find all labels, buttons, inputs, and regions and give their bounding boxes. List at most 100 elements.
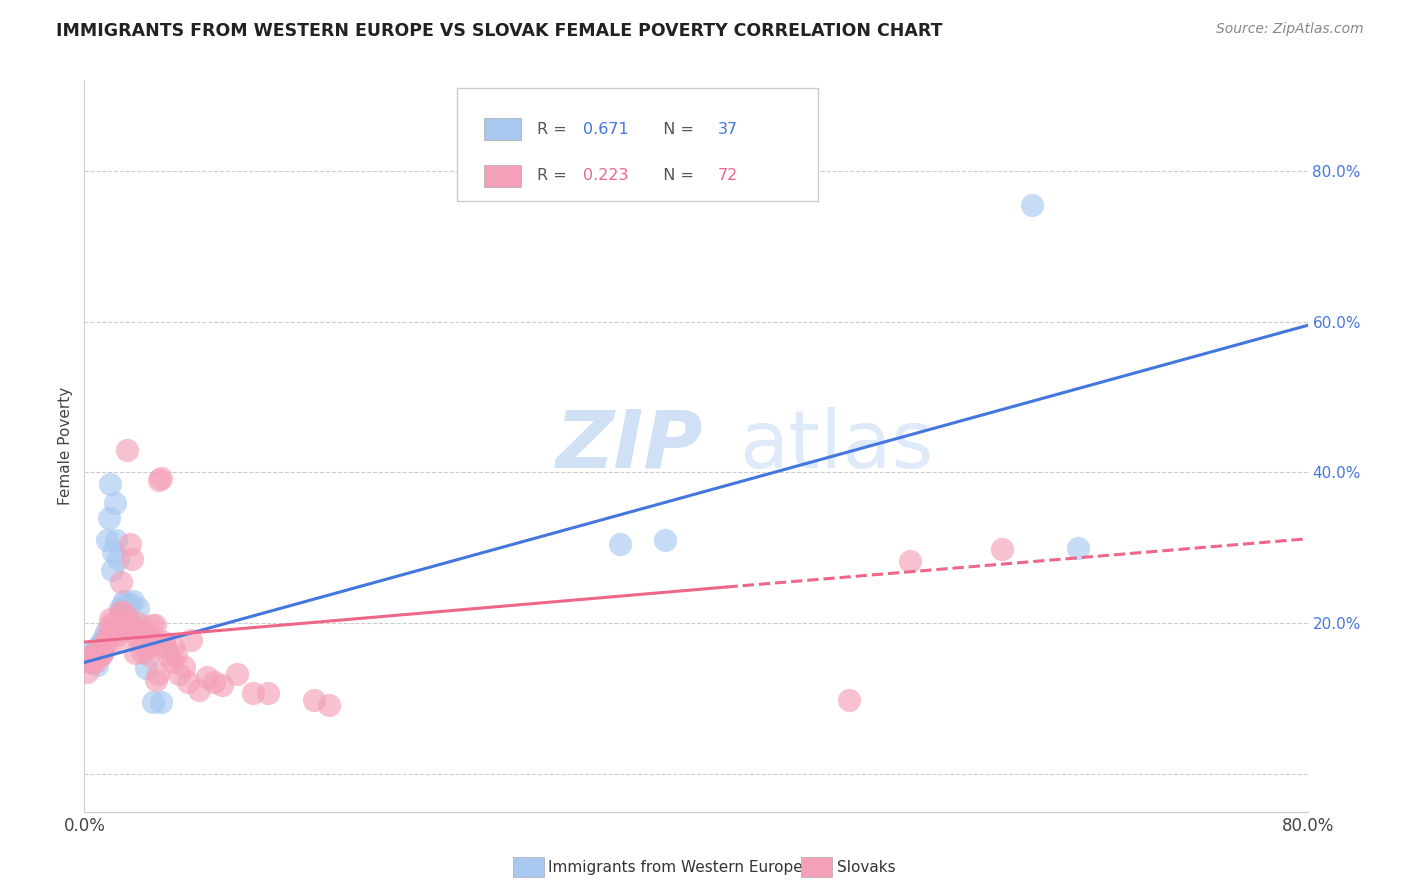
Point [141,617,163,632]
Text: IMMIGRANTS FROM WESTERN EUROPE VS SLOVAK FEMALE POVERTY CORRELATION CHART: IMMIGRANTS FROM WESTERN EUROPE VS SLOVAK… [56,22,943,40]
Point [115,601,138,615]
Point [97,620,120,634]
Point [173,660,195,674]
Point [180,632,202,647]
Point [153,635,176,649]
Point [80,648,103,662]
Text: 0.671: 0.671 [583,122,628,137]
Point [146,667,169,681]
Point [101,616,124,631]
Text: Immigrants from Western Europe: Immigrants from Western Europe [548,860,803,874]
Point [226,667,249,681]
Text: ZIP: ZIP [555,407,703,485]
FancyBboxPatch shape [484,119,522,140]
Point [94,625,117,640]
Point [302,693,325,707]
Point [111,598,134,612]
Point [86,650,108,665]
Point [1067,541,1090,555]
Point [114,605,136,619]
Point [838,693,860,707]
Point [105,632,128,647]
Point [110,574,132,589]
Point [122,593,145,607]
Point [125,627,148,641]
Point [103,544,125,558]
Point [93,639,115,653]
Point [257,685,280,699]
Point [91,645,114,659]
Point [108,601,131,615]
Point [77,656,100,670]
Text: 0.223: 0.223 [583,169,628,184]
Text: Source: ZipAtlas.com: Source: ZipAtlas.com [1216,22,1364,37]
Point [129,622,152,636]
Point [124,646,146,660]
Point [127,601,149,615]
Point [91,632,114,647]
Point [76,665,98,680]
Point [83,652,105,666]
Point [122,620,145,634]
Point [148,473,170,487]
Point [108,605,131,619]
Point [107,552,129,566]
Text: R =: R = [537,122,572,137]
Point [89,642,111,657]
Point [93,630,115,644]
FancyBboxPatch shape [484,165,522,186]
Point [162,640,184,655]
Point [83,648,105,662]
Point [135,624,157,638]
FancyBboxPatch shape [457,87,818,201]
Point [98,612,121,626]
Point [114,608,136,623]
Point [121,552,143,566]
Text: 37: 37 [718,122,738,137]
Text: Slovaks: Slovaks [837,860,896,874]
Point [132,632,155,647]
Point [97,510,120,524]
Point [90,648,112,662]
Text: N =: N = [654,122,699,137]
Point [157,648,180,662]
Point [165,648,187,662]
Point [195,671,218,685]
Point [131,645,153,659]
Point [96,632,118,646]
Point [107,627,129,641]
Y-axis label: Female Poverty: Female Poverty [58,387,73,505]
Point [120,537,142,551]
Point [96,533,118,548]
Point [77,650,100,665]
Point [167,667,190,681]
Point [115,442,138,457]
Point [120,598,142,612]
Point [118,616,141,631]
Point [177,675,200,690]
Point [135,661,157,675]
Point [104,495,127,509]
Point [143,617,166,632]
Point [1021,197,1043,211]
Point [127,616,149,631]
Point [79,652,101,666]
Point [80,656,103,670]
Point [149,471,172,485]
Point [318,698,340,712]
Point [111,605,134,619]
Point [138,648,160,662]
Point [112,616,135,631]
Point [211,678,233,692]
Point [86,657,108,672]
Point [87,640,110,655]
Point [654,533,676,548]
Point [110,605,132,619]
Point [84,645,107,659]
Point [89,637,111,651]
Point [139,640,162,655]
Point [76,646,98,660]
Point [136,640,159,655]
Point [188,682,211,697]
Point [87,646,110,660]
